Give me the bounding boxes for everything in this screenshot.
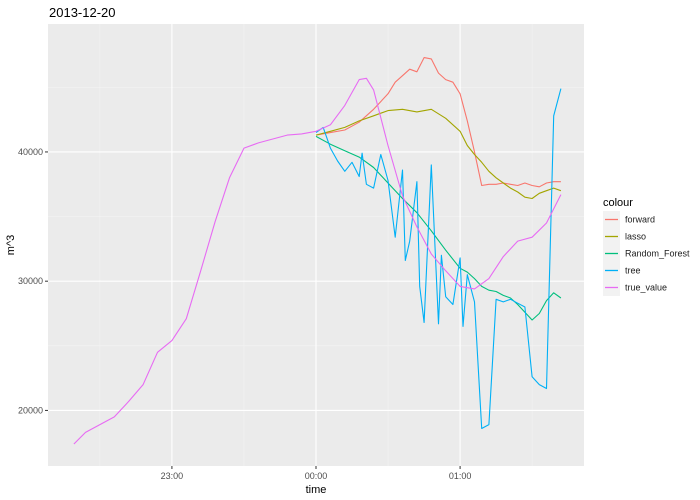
grid-lines <box>48 24 584 466</box>
series-line-forward <box>315 57 561 188</box>
y-axis-title: m^3 <box>5 235 17 255</box>
chart-title: 2013-12-20 <box>49 5 116 20</box>
x-axis-title: time <box>306 484 327 496</box>
y-tick-label: 20000 <box>18 405 43 415</box>
legend-title: colour <box>603 197 633 209</box>
y-axis: 20000 30000 40000 <box>18 147 48 415</box>
x-tick-label: 00:00 <box>305 471 328 481</box>
series-line-tree <box>315 88 562 430</box>
legend-label: true_value <box>625 283 667 293</box>
y-tick-label: 30000 <box>18 276 43 286</box>
series-group <box>73 57 562 445</box>
series-line-random-forest <box>315 135 562 321</box>
x-axis: 23:00 00:00 01:00 <box>161 466 472 481</box>
x-tick-label: 01:00 <box>449 471 472 481</box>
series-line-true-value <box>73 77 562 445</box>
legend-label: lasso <box>625 232 646 242</box>
x-tick-label: 23:00 <box>161 471 184 481</box>
legend-label: Random_Forest <box>625 249 690 259</box>
y-tick-label: 40000 <box>18 147 43 157</box>
series-line-lasso <box>315 108 562 200</box>
legend-label: tree <box>625 266 641 276</box>
legend-label: forward <box>625 215 655 225</box>
